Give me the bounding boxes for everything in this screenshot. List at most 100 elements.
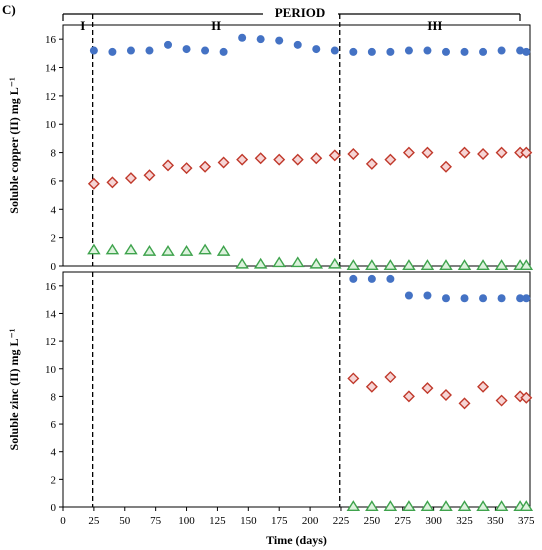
data-point-triangle: [457, 259, 472, 270]
x-tick-label: 325: [456, 515, 473, 527]
x-tick-label: 375: [518, 515, 535, 527]
data-point-diamond: [328, 149, 341, 162]
data-point-diamond: [291, 153, 304, 166]
x-tick-label: 75: [150, 515, 162, 527]
y-tick-label: 10: [45, 364, 57, 376]
y-axis-label: Soluble copper (II) mg L⁻¹: [7, 77, 21, 214]
data-point-circle: [293, 40, 302, 49]
data-point-diamond: [402, 146, 415, 159]
data-point-circle: [89, 46, 98, 55]
y-axis-label: Soluble zinc (II) mg L⁻¹: [7, 328, 21, 450]
data-point-diamond: [365, 157, 378, 170]
data-point-triangle: [402, 500, 416, 511]
y-tick-label: 8: [51, 391, 57, 403]
data-point-diamond: [199, 160, 212, 173]
data-point-diamond: [254, 152, 267, 165]
data-point-diamond: [87, 177, 100, 190]
data-point-triangle: [365, 259, 379, 270]
plot-frame: [62, 271, 531, 508]
series-diamond: [87, 146, 533, 190]
data-point-triangle: [161, 245, 175, 256]
data-point-triangle: [420, 259, 435, 270]
data-point-circle: [404, 291, 413, 300]
data-point-triangle: [383, 500, 398, 511]
data-point-diamond: [495, 146, 508, 159]
data-point-triangle: [87, 243, 101, 255]
data-point-circle: [201, 46, 210, 55]
data-point-circle: [256, 35, 265, 44]
data-point-diamond: [236, 153, 249, 166]
data-point-diamond: [384, 371, 397, 384]
data-point-diamond: [477, 148, 490, 160]
data-point-diamond: [458, 397, 471, 410]
y-tick-label: 0: [51, 261, 57, 273]
data-point-circle: [522, 294, 531, 303]
data-point-circle: [441, 294, 450, 303]
data-point-circle: [522, 47, 531, 56]
data-point-diamond: [402, 390, 415, 403]
y-tick-label: 6: [51, 419, 57, 431]
data-point-circle: [460, 294, 469, 303]
panel-2: 0 2 4 6 8 10 12 14 16 0 25 50 75 100 125 150 175 200 225 25…: [7, 271, 535, 547]
data-point-triangle: [235, 257, 249, 269]
x-tick-label: 300: [425, 515, 442, 527]
x-tick-label: 175: [271, 515, 288, 527]
data-point-diamond: [143, 169, 156, 182]
y-tick-label: 14: [45, 308, 57, 320]
data-point-triangle: [420, 500, 435, 511]
data-point-diamond: [106, 176, 119, 189]
data-point-circle: [145, 46, 154, 55]
data-point-circle: [386, 47, 395, 56]
chart-panels: 0 2 4 6 8 10 12 14 16 Soluble copper (II) mg L⁻¹ I…: [7, 14, 535, 547]
data-point-diamond: [458, 146, 471, 159]
data-point-diamond: [439, 389, 452, 402]
period-header: PERIOD: [62, 5, 521, 21]
y-tick-label: 2: [51, 474, 57, 486]
data-point-diamond: [384, 153, 397, 166]
data-point-circle: [367, 274, 376, 283]
y-tick-label: 12: [45, 91, 56, 103]
x-tick-label: 50: [119, 515, 131, 527]
data-point-diamond: [347, 372, 360, 385]
x-tick-label: 25: [88, 515, 100, 527]
data-point-circle: [367, 47, 376, 56]
data-point-diamond: [273, 153, 286, 166]
data-point-circle: [164, 40, 173, 49]
data-point-circle: [497, 46, 506, 55]
x-tick-label: 200: [302, 515, 319, 527]
data-point-triangle: [439, 259, 453, 270]
data-point-triangle: [494, 259, 509, 270]
data-point-circle: [349, 47, 358, 56]
series-triangle: [346, 500, 534, 511]
data-point-circle: [108, 47, 117, 56]
data-point-circle: [349, 274, 358, 283]
y-tick-label: 4: [51, 204, 57, 216]
data-point-diamond: [520, 391, 533, 404]
data-point-diamond: [421, 146, 434, 159]
series-triangle: [87, 243, 534, 270]
data-point-triangle: [476, 259, 490, 270]
data-point-triangle: [383, 259, 398, 270]
data-point-triangle: [457, 500, 472, 511]
data-point-circle: [516, 294, 525, 303]
x-tick-label: 350: [487, 515, 504, 527]
data-point-circle: [460, 47, 469, 56]
data-point-triangle: [439, 500, 453, 511]
data-point-triangle: [519, 500, 534, 511]
series-circle: [349, 274, 531, 303]
data-point-triangle: [346, 259, 361, 270]
y-tick-label: 12: [45, 336, 56, 348]
period-label-3: III: [427, 18, 442, 33]
data-point-circle: [219, 47, 228, 56]
data-point-circle: [182, 45, 191, 54]
data-point-diamond: [520, 146, 533, 159]
data-point-circle: [404, 46, 413, 55]
data-point-circle: [238, 33, 247, 42]
data-point-triangle: [253, 257, 268, 269]
data-point-diamond: [162, 159, 175, 172]
period-label-1: I: [80, 18, 85, 33]
data-point-diamond: [421, 382, 434, 395]
plot-frame: [62, 24, 531, 267]
data-point-triangle: [272, 256, 286, 268]
